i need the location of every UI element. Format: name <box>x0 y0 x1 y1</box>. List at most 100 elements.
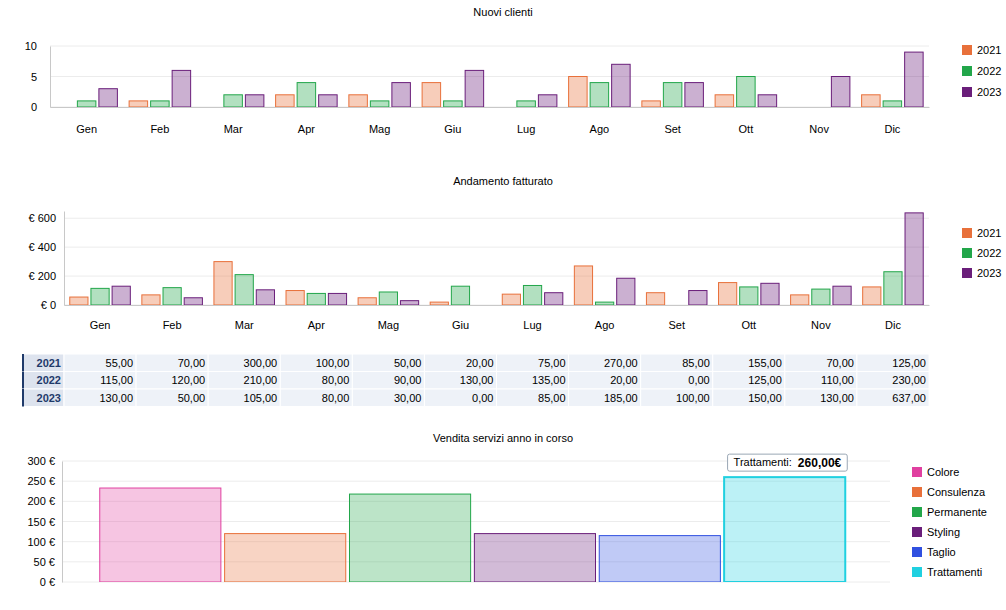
bar <box>349 95 368 107</box>
table-value: 270,00 <box>604 357 638 369</box>
bar <box>715 95 734 107</box>
bar <box>474 534 595 582</box>
grid <box>64 218 929 305</box>
legend-label: 2023 <box>977 267 1001 279</box>
y-tick: 10 <box>25 40 50 52</box>
table-cell <box>208 354 280 372</box>
table-value: 50,00 <box>178 392 206 404</box>
tick-label: Ott <box>741 319 756 331</box>
page: Nuovi clienti 0 5 10 Gen Feb Mar Apr Mag Giu Lug Ag… <box>0 0 1006 610</box>
bar <box>663 83 682 107</box>
legend-label: Styling <box>927 526 960 538</box>
legend-label: Colore <box>927 466 959 478</box>
axis-line <box>50 47 51 108</box>
x-tick: Mar <box>224 123 243 135</box>
table-value: 130,00 <box>460 374 494 386</box>
bar <box>740 287 758 305</box>
bar <box>77 101 96 107</box>
table-cell <box>641 389 713 407</box>
tick-label: Mag <box>378 319 399 331</box>
table-cell <box>857 389 929 407</box>
tick-label: 5 <box>31 71 37 83</box>
chart-title: Nuovi clienti <box>473 6 532 18</box>
tick-label: Lug <box>523 319 541 331</box>
bar <box>163 288 181 305</box>
table-cell <box>857 372 929 390</box>
bar <box>685 83 704 107</box>
bar <box>617 278 635 305</box>
y-tick: € 600 <box>28 212 64 224</box>
legend: ColoreConsulenzaPermanenteStylingTaglioT… <box>912 466 987 578</box>
legend-swatch <box>912 467 922 477</box>
bar <box>70 297 88 305</box>
x-tick: Lug <box>523 319 541 331</box>
legend-swatch <box>962 66 972 76</box>
bar <box>810 107 829 108</box>
y-axis: 0 €50 €100 €150 €200 €250 €300 € <box>27 455 62 588</box>
bar <box>379 292 397 305</box>
bar <box>569 77 588 108</box>
grid-line <box>64 218 929 219</box>
bar <box>523 285 541 305</box>
x-tick: Ago <box>590 123 610 135</box>
legend-swatch <box>912 547 922 557</box>
table-header-cell <box>22 389 64 407</box>
tick-label: Set <box>664 123 681 135</box>
bar <box>225 534 346 582</box>
table-value: 50,00 <box>394 357 422 369</box>
y-tick: 0 <box>31 101 50 113</box>
y-tick: 300 € <box>27 455 62 467</box>
x-tick: Gen <box>76 123 97 135</box>
table-cell <box>136 354 208 372</box>
bar <box>256 290 274 305</box>
table-value: 155,00 <box>748 357 782 369</box>
bar <box>646 293 664 305</box>
x-tick: Feb <box>150 123 169 135</box>
y-tick: € 200 <box>28 270 64 282</box>
table-cell <box>352 354 424 372</box>
tick-label: 100 € <box>27 536 55 548</box>
x-tick: Set <box>668 319 685 331</box>
table-cell <box>280 354 352 372</box>
legend-swatch <box>962 248 972 258</box>
tick-label: Gen <box>76 123 97 135</box>
bar <box>202 107 221 108</box>
bar <box>545 293 563 305</box>
bar <box>833 286 851 305</box>
bar <box>473 305 491 306</box>
legend-swatch <box>912 487 922 497</box>
x-tick: Mar <box>235 319 254 331</box>
x-axis: GenFebMarAprMagGiuLugAgoSetOttNovDic <box>51 108 930 135</box>
x-tick: Set <box>664 123 681 135</box>
y-tick: € 0 <box>41 299 64 311</box>
table-cell <box>352 372 424 390</box>
legend-swatch <box>962 87 972 97</box>
grid-line <box>64 276 929 277</box>
tick-label: 0 € <box>40 576 55 588</box>
tick-label: Ago <box>595 319 615 331</box>
x-tick: Dic <box>885 319 901 331</box>
table-value: 70,00 <box>178 357 206 369</box>
bar <box>812 289 830 305</box>
table-value: 90,00 <box>394 374 422 386</box>
tick-label: Giu <box>444 123 461 135</box>
bar <box>761 283 779 305</box>
table-value: 20,00 <box>610 374 638 386</box>
table-value: 120,00 <box>172 374 206 386</box>
x-tick: Feb <box>163 319 182 331</box>
bar <box>883 101 902 107</box>
table-cell <box>136 389 208 407</box>
x-tick: Giu <box>444 123 461 135</box>
table-cell <box>64 389 136 407</box>
bar <box>574 266 592 305</box>
bar <box>905 213 923 305</box>
annotation-text: Trattamenti: <box>734 456 792 468</box>
bar <box>99 89 118 107</box>
bar <box>400 301 418 305</box>
annotation-box <box>728 454 848 471</box>
table-value: 300,00 <box>244 357 278 369</box>
x-tick: Apr <box>298 123 315 135</box>
table-value: 130,00 <box>99 392 133 404</box>
table-cell <box>641 354 713 372</box>
axis-line <box>62 462 63 583</box>
